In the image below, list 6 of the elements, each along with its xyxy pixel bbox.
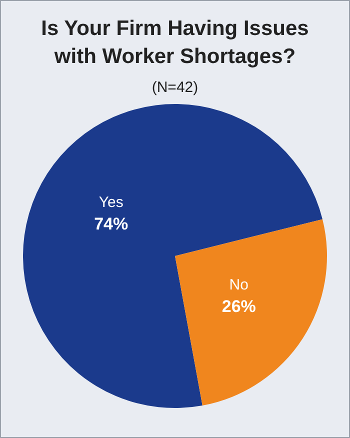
- data-label: 74%: [94, 214, 128, 234]
- data-label: 26%: [222, 296, 256, 316]
- chart-title: Is Your Firm Having Issues with Worker Shortages?: [40, 16, 310, 70]
- chart-subtitle: (N=42): [150, 79, 200, 96]
- slice-label: No: [229, 276, 248, 294]
- slice-label: Yes: [98, 194, 124, 211]
